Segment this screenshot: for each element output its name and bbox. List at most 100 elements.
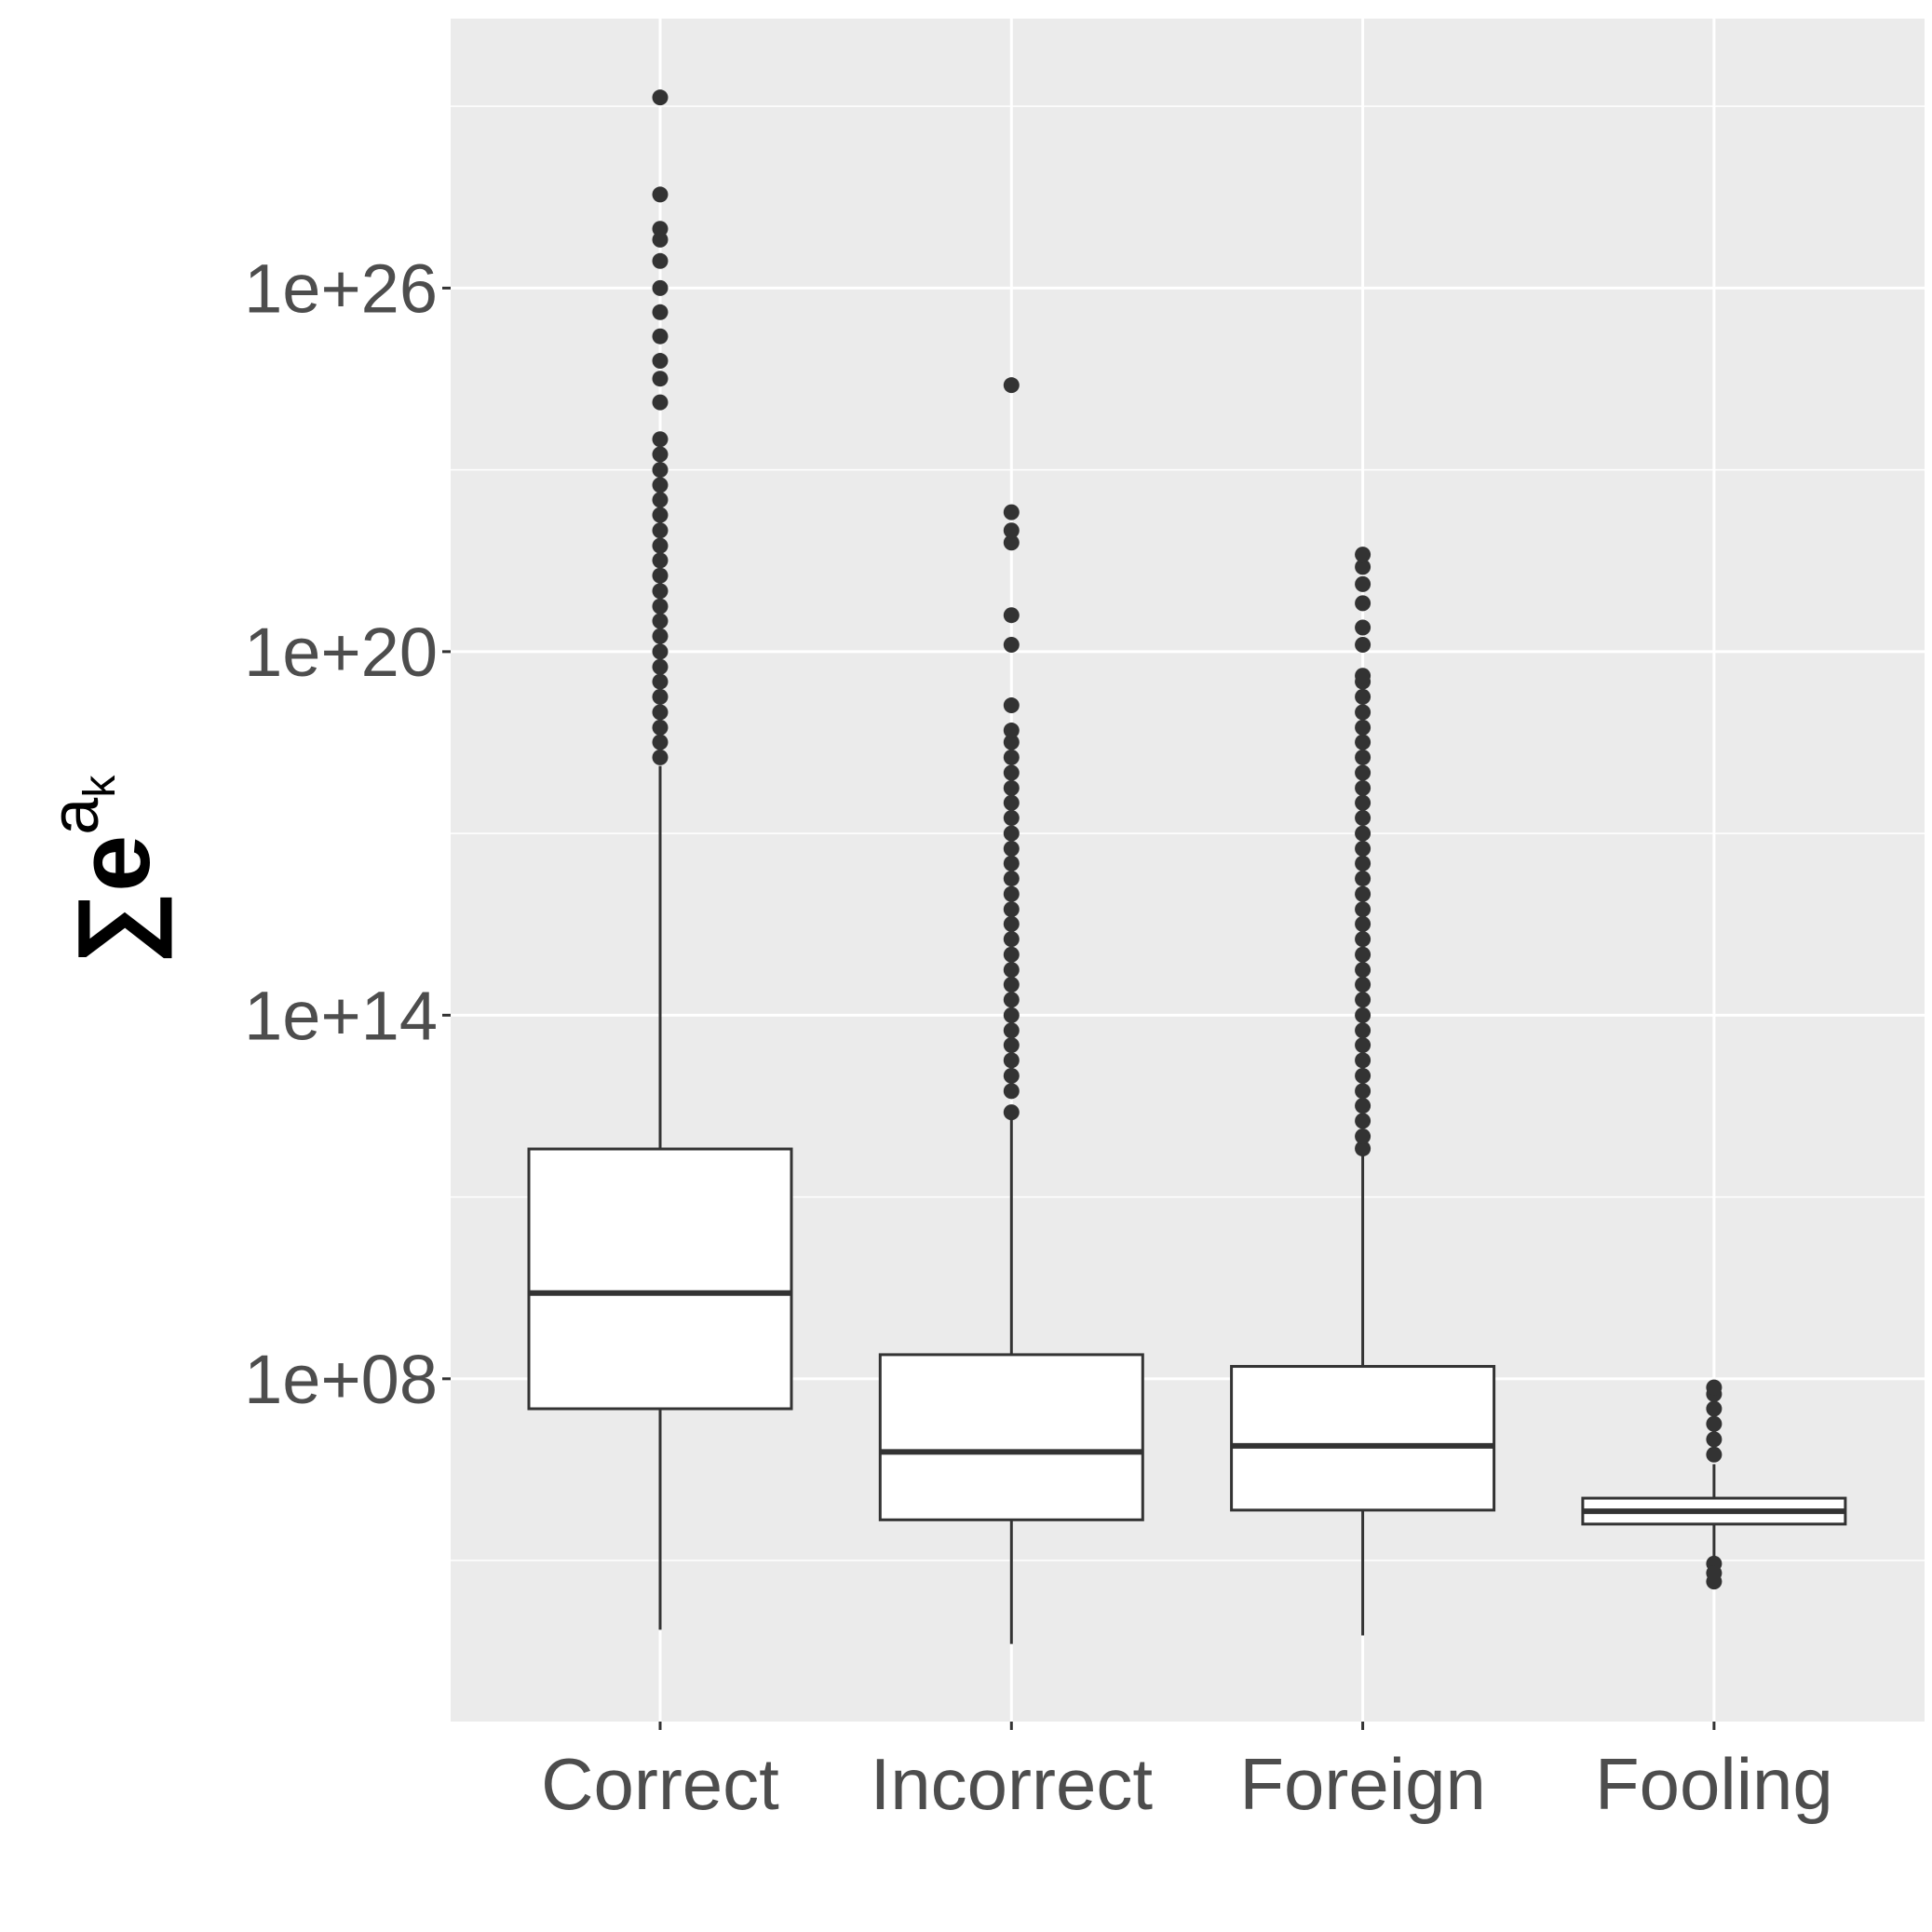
outlier (1003, 901, 1020, 918)
outlier (1355, 931, 1371, 948)
outlier (652, 221, 669, 237)
outlier (1355, 1098, 1371, 1115)
box (878, 1353, 1144, 1521)
outlier (1003, 915, 1020, 932)
outlier (652, 598, 669, 615)
outlier (1355, 595, 1371, 612)
outlier (1003, 522, 1020, 539)
outlier (1355, 1083, 1371, 1100)
outlier (1003, 1007, 1020, 1023)
outlier (1706, 1379, 1723, 1396)
x-tick-label: Correct (541, 1743, 779, 1825)
y-title-sub: k (75, 775, 125, 798)
outlier (1355, 810, 1371, 827)
outlier (1003, 697, 1020, 714)
outlier (1003, 723, 1020, 739)
outlier (652, 628, 669, 644)
outlier (1003, 946, 1020, 963)
outlier (1003, 825, 1020, 842)
outlier (1355, 547, 1371, 563)
outlier (1003, 885, 1020, 902)
outlier (652, 673, 669, 690)
outlier (1355, 992, 1371, 1008)
outlier (1003, 841, 1020, 858)
outlier (652, 567, 669, 584)
box (1230, 1365, 1496, 1512)
outlier (1003, 377, 1020, 394)
x-tick-label: Fooling (1595, 1743, 1833, 1825)
outlier (1355, 855, 1371, 871)
outlier (1355, 619, 1371, 636)
x-tick-label: Foreign (1239, 1743, 1485, 1825)
outlier (652, 719, 669, 736)
outlier (652, 446, 669, 463)
outlier (652, 492, 669, 508)
outlier (652, 613, 669, 629)
y-tick-label: 1e+14 (244, 977, 438, 1054)
outlier (1003, 931, 1020, 948)
outlier (652, 186, 669, 203)
outlier (652, 537, 669, 554)
outlier (652, 704, 669, 721)
outlier (1003, 779, 1020, 796)
outlier (1355, 1022, 1371, 1039)
outlier (1355, 764, 1371, 781)
outlier (652, 353, 669, 370)
outlier (1355, 1141, 1371, 1157)
box (527, 1147, 793, 1411)
y-title-base: ∑e (57, 835, 172, 966)
outlier (652, 734, 669, 750)
outlier (1355, 636, 1371, 653)
x-tick-label: Incorrect (871, 1743, 1154, 1825)
outlier (1355, 559, 1371, 575)
outlier (1706, 1415, 1723, 1432)
outlier (1355, 794, 1371, 811)
outlier (1003, 1104, 1020, 1121)
outlier (1355, 734, 1371, 750)
outlier (1355, 1067, 1371, 1084)
y-axis-title: ∑eak (38, 775, 172, 966)
outlier (1355, 825, 1371, 842)
outlier (652, 371, 669, 387)
outlier (1003, 794, 1020, 811)
outlier (1355, 1128, 1371, 1145)
outlier (652, 328, 669, 345)
outlier (652, 749, 669, 765)
outlier (1003, 1022, 1020, 1039)
outlier (652, 394, 669, 411)
outlier (652, 583, 669, 600)
outlier (1003, 734, 1020, 750)
outlier (1355, 1007, 1371, 1023)
outlier (652, 477, 669, 493)
outlier (1355, 688, 1371, 705)
outlier (652, 507, 669, 523)
outlier (1003, 1067, 1020, 1084)
outlier (1003, 855, 1020, 871)
outlier (652, 658, 669, 675)
outlier (1706, 1431, 1723, 1448)
outlier (1355, 779, 1371, 796)
outlier (1003, 992, 1020, 1008)
outlier (652, 462, 669, 479)
outlier (1706, 1574, 1723, 1590)
outlier (1003, 764, 1020, 781)
outlier (652, 522, 669, 539)
outlier (1706, 1400, 1723, 1417)
outlier (1355, 901, 1371, 918)
outlier (1003, 962, 1020, 979)
outlier (1003, 1052, 1020, 1069)
outlier (1706, 1446, 1723, 1463)
outlier (652, 252, 669, 269)
outlier (1355, 841, 1371, 858)
outlier (1003, 976, 1020, 993)
outlier (1355, 946, 1371, 963)
outlier (1003, 749, 1020, 765)
outlier (1355, 1113, 1371, 1129)
outlier (652, 552, 669, 569)
y-tick-label: 1e+08 (244, 1341, 438, 1418)
outlier (1355, 668, 1371, 684)
outlier (1003, 871, 1020, 887)
outlier (652, 279, 669, 296)
outlier (1355, 719, 1371, 736)
outlier (652, 89, 669, 106)
